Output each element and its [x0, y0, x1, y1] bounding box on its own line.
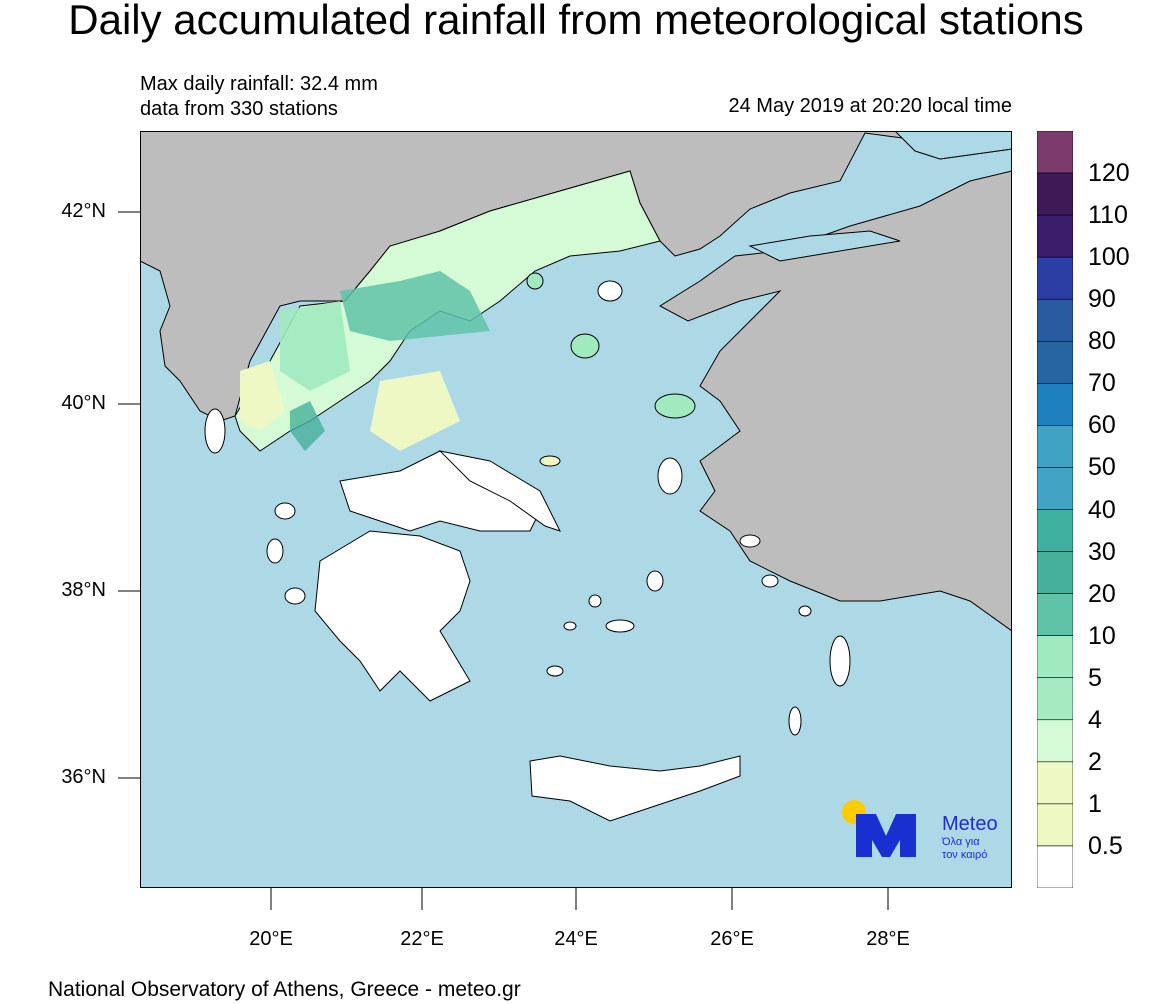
colorbar-label: 2 [1088, 747, 1102, 776]
colorbar-band [1037, 635, 1073, 679]
rain-zone-5 [280, 301, 350, 391]
lat-tick-label: 42°N [61, 200, 106, 222]
colorbar-band [1037, 761, 1073, 805]
datetime-text: 24 May 2019 at 20:20 local time [728, 95, 1012, 117]
logo-brand: Meteo [942, 813, 998, 835]
info-block: Max daily rainfall: 32.4 mm data from 33… [140, 72, 378, 122]
colorbar-band [1037, 425, 1073, 468]
chart-title: Daily accumulated rainfall from meteorol… [68, 0, 1084, 43]
lat-tick-label: 40°N [61, 392, 106, 414]
colorbar-label: 30 [1088, 537, 1116, 566]
colorbar-band [1037, 340, 1073, 384]
peloponnese [314, 530, 471, 702]
colorbar-label: 4 [1088, 705, 1102, 734]
aegean-islands [546, 457, 851, 736]
colorbar-label: 100 [1088, 243, 1130, 272]
meteo-logo: Meteo Όλα για τον καιρό [842, 800, 998, 860]
lon-tick-label: 26°E [710, 928, 754, 950]
stations-count-text: data from 330 stations [140, 98, 338, 120]
footer-credit: National Observatory of Athens, Greece -… [48, 978, 521, 1001]
lat-tick-label: 38°N [61, 579, 106, 601]
colorbar-band [1037, 383, 1073, 426]
colorbar-label: 0.5 [1088, 831, 1123, 860]
rain-zone-1 [240, 361, 285, 431]
colorbar-label: 120 [1088, 159, 1130, 188]
rain-zone-20 [290, 401, 325, 451]
colorbar-label: 80 [1088, 327, 1116, 356]
colorbar-band [1037, 845, 1073, 888]
rain-zone-1b [370, 371, 460, 451]
black-sea [760, 131, 1012, 160]
colorbar-label: 50 [1088, 453, 1116, 482]
lon-tick-label: 20°E [249, 928, 293, 950]
m-logo-icon [856, 814, 916, 857]
colorbar-band [1037, 593, 1073, 636]
evia [438, 450, 561, 532]
rainfall-map [140, 131, 1012, 888]
colorbar-label: 10 [1088, 621, 1116, 650]
corfu [204, 408, 226, 454]
colorbar-band [1037, 551, 1073, 594]
colorbar-band [1037, 467, 1073, 510]
colorbar-band [1037, 677, 1073, 721]
colorbar-band [1037, 131, 1073, 174]
logo-tagline-2: τον καιρό [942, 849, 987, 860]
logo-tagline-1: Όλα για [941, 836, 980, 848]
colorbar-label: 5 [1088, 663, 1102, 692]
colorbar-band [1037, 214, 1073, 258]
colorbar-band [1037, 803, 1073, 847]
colorbar-label: 90 [1088, 285, 1116, 314]
colorbar-label: 20 [1088, 579, 1116, 608]
lat-tick-label: 36°N [61, 766, 106, 788]
max-rainfall-text: Max daily rainfall: 32.4 mm [140, 73, 378, 95]
map-frame [140, 131, 1012, 888]
colorbar-label: 1 [1088, 789, 1102, 818]
colorbar [1037, 131, 1073, 888]
colorbar-label: 110 [1088, 201, 1128, 230]
colorbar-band [1037, 719, 1073, 763]
marmara [748, 230, 901, 262]
colorbar-label: 60 [1088, 411, 1116, 440]
lon-tick-label: 28°E [866, 928, 910, 950]
colorbar-band [1037, 256, 1073, 300]
colorbar-label: 40 [1088, 495, 1116, 524]
ionian-islands [266, 502, 306, 605]
rain-zone-10 [340, 271, 490, 341]
colorbar-band [1037, 172, 1073, 216]
crete [529, 755, 741, 822]
lon-tick-label: 22°E [400, 928, 444, 950]
colorbar-label: 70 [1088, 369, 1116, 398]
colorbar-band [1037, 298, 1073, 342]
aegean-islands-rain [526, 272, 696, 467]
colorbar-band [1037, 509, 1073, 552]
lon-tick-label: 24°E [554, 928, 598, 950]
